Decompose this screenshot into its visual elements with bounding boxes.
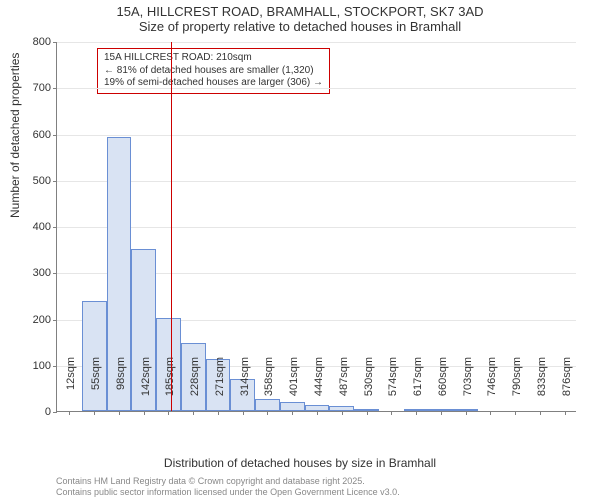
xtick-label: 142sqm bbox=[140, 357, 152, 417]
xtick-label: 314sqm bbox=[239, 357, 251, 417]
xtick-label: 617sqm bbox=[412, 357, 424, 417]
ytick-label: 700 bbox=[33, 82, 51, 94]
ytick-label: 800 bbox=[33, 36, 51, 48]
chart-titles: 15A, HILLCREST ROAD, BRAMHALL, STOCKPORT… bbox=[0, 0, 600, 34]
xtick-label: 358sqm bbox=[263, 357, 275, 417]
ytick-label: 0 bbox=[45, 406, 51, 418]
ytick-mark bbox=[53, 42, 57, 43]
ytick-label: 300 bbox=[33, 267, 51, 279]
gridline bbox=[57, 42, 576, 43]
footer-attribution: Contains HM Land Registry data © Crown c… bbox=[56, 476, 400, 498]
ytick-mark bbox=[53, 88, 57, 89]
chart-area: 15A HILLCREST ROAD: 210sqm ← 81% of deta… bbox=[56, 42, 576, 412]
ytick-label: 400 bbox=[33, 221, 51, 233]
ytick-mark bbox=[53, 412, 57, 413]
footer-line-2: Contains public sector information licen… bbox=[56, 487, 400, 498]
callout-line-2: ← 81% of detached houses are smaller (1,… bbox=[104, 65, 323, 78]
callout-line-1: 15A HILLCREST ROAD: 210sqm bbox=[104, 52, 323, 65]
ytick-mark bbox=[53, 273, 57, 274]
ytick-label: 100 bbox=[33, 360, 51, 372]
ytick-mark bbox=[53, 135, 57, 136]
title-line-1: 15A, HILLCREST ROAD, BRAMHALL, STOCKPORT… bbox=[0, 4, 600, 19]
ytick-mark bbox=[53, 181, 57, 182]
plot-region: 15A HILLCREST ROAD: 210sqm ← 81% of deta… bbox=[56, 42, 576, 412]
xtick-label: 444sqm bbox=[313, 357, 325, 417]
gridline bbox=[57, 227, 576, 228]
xtick-label: 660sqm bbox=[437, 357, 449, 417]
xtick-label: 574sqm bbox=[387, 357, 399, 417]
ytick-label: 600 bbox=[33, 129, 51, 141]
xtick-label: 487sqm bbox=[338, 357, 350, 417]
xtick-label: 228sqm bbox=[189, 357, 201, 417]
ytick-label: 200 bbox=[33, 314, 51, 326]
ytick-mark bbox=[53, 320, 57, 321]
xtick-label: 271sqm bbox=[214, 357, 226, 417]
y-axis-label: Number of detached properties bbox=[8, 53, 22, 218]
gridline bbox=[57, 181, 576, 182]
footer-line-1: Contains HM Land Registry data © Crown c… bbox=[56, 476, 400, 487]
gridline bbox=[57, 135, 576, 136]
marker-callout: 15A HILLCREST ROAD: 210sqm ← 81% of deta… bbox=[97, 48, 330, 94]
title-line-2: Size of property relative to detached ho… bbox=[0, 19, 600, 34]
marker-line bbox=[171, 42, 172, 411]
xtick-label: 790sqm bbox=[511, 357, 523, 417]
xtick-label: 530sqm bbox=[363, 357, 375, 417]
ytick-mark bbox=[53, 366, 57, 367]
xtick-label: 746sqm bbox=[486, 357, 498, 417]
xtick-label: 55sqm bbox=[90, 357, 102, 417]
xtick-label: 12sqm bbox=[65, 357, 77, 417]
xtick-label: 833sqm bbox=[536, 357, 548, 417]
ytick-label: 500 bbox=[33, 175, 51, 187]
xtick-label: 401sqm bbox=[288, 357, 300, 417]
xtick-label: 876sqm bbox=[561, 357, 573, 417]
xtick-label: 98sqm bbox=[115, 357, 127, 417]
xtick-label: 703sqm bbox=[462, 357, 474, 417]
x-axis-label: Distribution of detached houses by size … bbox=[0, 456, 600, 470]
ytick-mark bbox=[53, 227, 57, 228]
gridline bbox=[57, 88, 576, 89]
